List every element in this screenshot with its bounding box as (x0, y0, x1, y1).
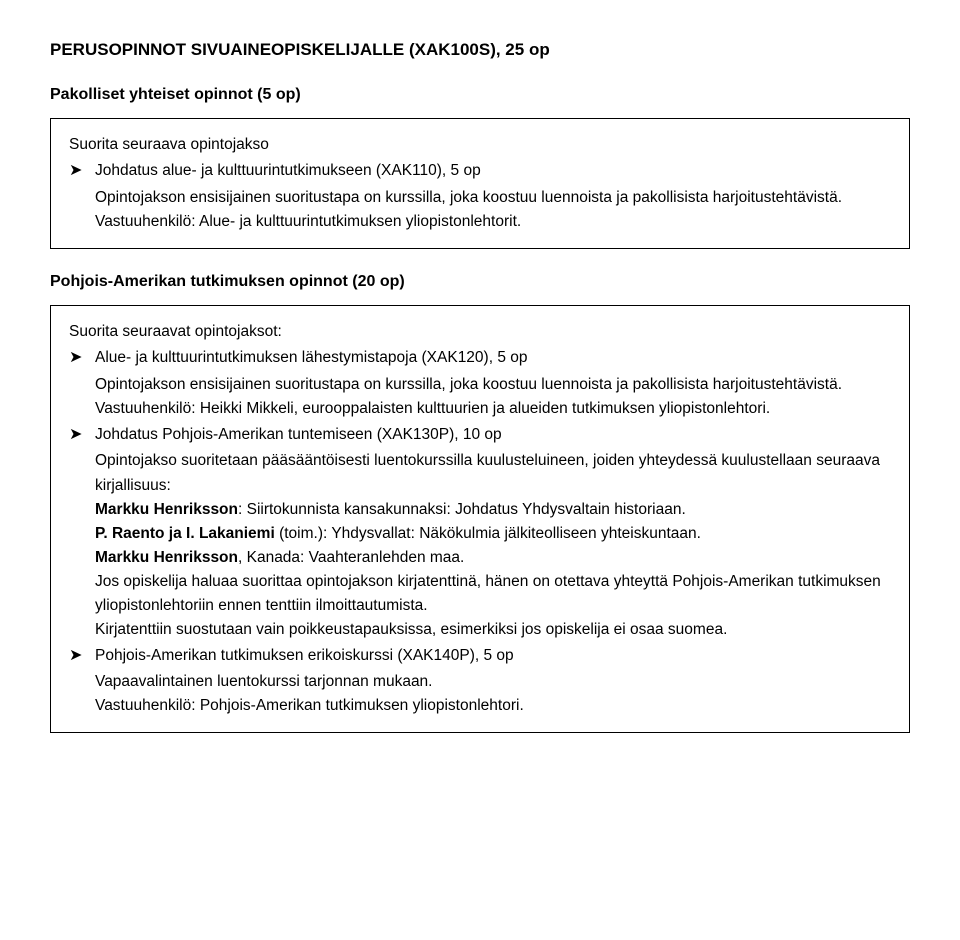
section2-item3-p1: Vapaavalintainen luentokurssi tarjonnan … (95, 670, 891, 694)
section2-item2-p2: Jos opiskelija haluaa suorittaa opintoja… (95, 570, 891, 618)
section1-heading: Pakolliset yhteiset opinnot (5 op) (50, 86, 910, 104)
section2-item1-row: ➤ Alue- ja kulttuurintutkimuksen lähesty… (69, 346, 891, 371)
page-title: PERUSOPINNOT SIVUAINEOPISKELIJALLE (XAK1… (50, 40, 910, 60)
arrow-icon: ➤ (69, 159, 95, 184)
section1-para2: Vastuuhenkilö: Alue- ja kulttuurintutkim… (95, 210, 891, 234)
section2-item2-bullet: Johdatus Pohjois-Amerikan tuntemiseen (X… (95, 423, 891, 447)
section2-item1-bullet: Alue- ja kulttuurintutkimuksen lähestymi… (95, 346, 891, 370)
ref2-title: (toim.): Yhdysvallat: Näkökulmia jälkite… (275, 525, 701, 542)
section2-item2-ref3: Markku Henriksson, Kanada: Vaahteranlehd… (95, 546, 891, 570)
section2-item2-row: ➤ Johdatus Pohjois-Amerikan tuntemiseen … (69, 423, 891, 448)
section2-item2-ref2: P. Raento ja I. Lakaniemi (toim.): Yhdys… (95, 522, 891, 546)
section2-item2-ref1: Markku Henriksson: Siirtokunnista kansak… (95, 498, 891, 522)
arrow-icon: ➤ (69, 346, 95, 371)
section2-item2-p3: Kirjatenttiin suostutaan vain poikkeusta… (95, 618, 891, 642)
section1-para1: Opintojakson ensisijainen suoritustapa o… (95, 186, 891, 210)
ref3-title: , Kanada: Vaahteranlehden maa. (238, 549, 464, 566)
section1-box: Suorita seuraava opintojakso ➤ Johdatus … (50, 118, 910, 249)
ref1-author: Markku Henriksson (95, 501, 238, 518)
section1-bullet-text: Johdatus alue- ja kulttuurintutkimukseen… (95, 159, 891, 183)
section2-item3-p2: Vastuuhenkilö: Pohjois-Amerikan tutkimuk… (95, 694, 891, 718)
section2-heading: Pohjois-Amerikan tutkimuksen opinnot (20… (50, 273, 910, 291)
section1-bullet-row: ➤ Johdatus alue- ja kulttuurintutkimukse… (69, 159, 891, 184)
ref2-author: P. Raento ja I. Lakaniemi (95, 525, 275, 542)
section2-item3-bullet: Pohjois-Amerikan tutkimuksen erikoiskurs… (95, 644, 891, 668)
section2-item2-p1: Opintojakso suoritetaan pääsääntöisesti … (95, 449, 891, 497)
ref3-author: Markku Henriksson (95, 549, 238, 566)
section2-item1-p1: Opintojakson ensisijainen suoritustapa o… (95, 373, 891, 421)
section1-intro: Suorita seuraava opintojakso (69, 133, 891, 157)
arrow-icon: ➤ (69, 423, 95, 448)
section2-box: Suorita seuraavat opintojaksot: ➤ Alue- … (50, 305, 910, 734)
section2-item3-row: ➤ Pohjois-Amerikan tutkimuksen erikoisku… (69, 644, 891, 669)
section2-intro: Suorita seuraavat opintojaksot: (69, 320, 891, 344)
ref1-title: : Siirtokunnista kansakunnaksi: Johdatus… (238, 501, 686, 518)
arrow-icon: ➤ (69, 644, 95, 669)
